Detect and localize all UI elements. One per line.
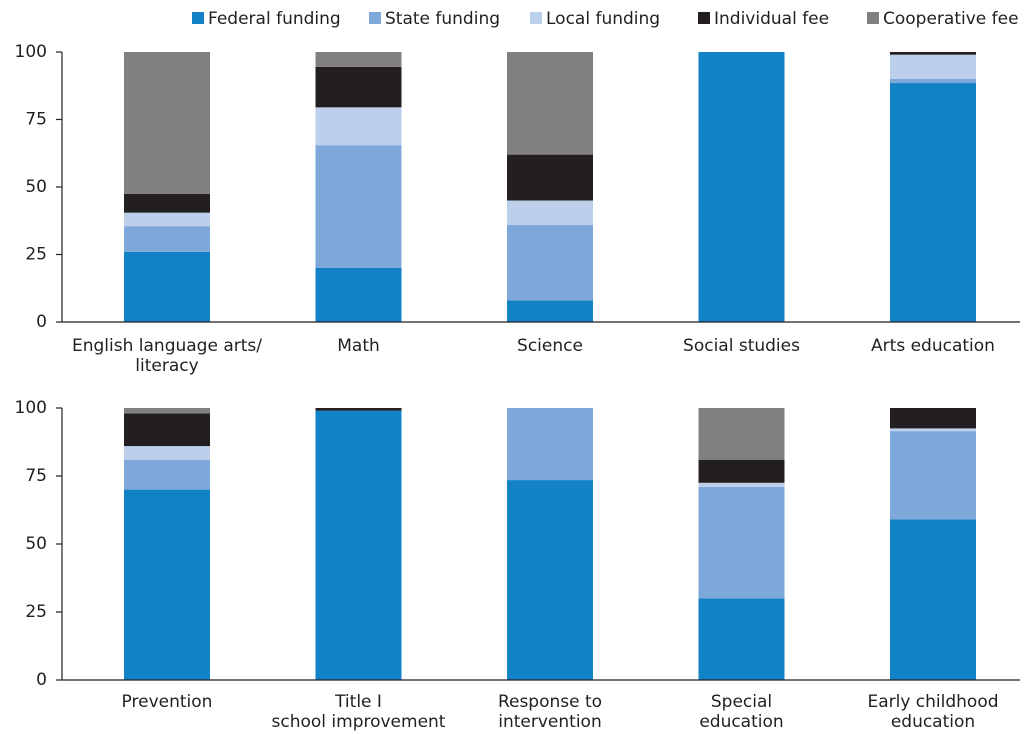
- x-tick-label: education: [891, 712, 975, 732]
- y-tick-label: 75: [25, 110, 47, 130]
- x-tick-label: Special: [711, 692, 772, 712]
- bar-segment: [507, 300, 593, 322]
- bar-segment: [124, 212, 210, 227]
- x-tick-label: English language arts/: [72, 336, 262, 356]
- bar-segment: [890, 519, 976, 680]
- bar-segment: [124, 413, 210, 447]
- bar-segment: [315, 52, 402, 67]
- bar-segment: [890, 54, 976, 79]
- x-tick-label: Early childhood: [867, 692, 998, 712]
- bar-segment: [315, 410, 402, 680]
- y-tick-label: 25: [25, 602, 47, 622]
- bar-segment: [507, 52, 593, 155]
- y-tick-label: 25: [25, 245, 47, 265]
- legend-label: Local funding: [546, 9, 660, 29]
- bar-segment: [124, 251, 210, 322]
- legend-swatch: [867, 12, 879, 24]
- x-tick-label: Science: [517, 336, 583, 356]
- x-tick-label: literacy: [135, 356, 198, 376]
- legend-swatch: [530, 12, 542, 24]
- y-tick-label: 0: [36, 670, 47, 690]
- bar-segment: [698, 486, 785, 599]
- y-tick-label: 0: [36, 312, 47, 332]
- bar-segment: [698, 598, 785, 680]
- y-tick-label: 50: [25, 177, 47, 197]
- y-tick-label: 100: [15, 42, 47, 62]
- bar-segment: [315, 66, 402, 108]
- x-tick-label: Response to: [498, 692, 602, 712]
- legend-swatch: [698, 12, 710, 24]
- legend-label: Individual fee: [714, 9, 829, 29]
- bar-segment: [124, 226, 210, 252]
- y-tick-label: 50: [25, 534, 47, 554]
- bar-segment: [507, 480, 593, 680]
- bar-segment: [698, 459, 785, 483]
- bar-segment: [890, 52, 976, 55]
- legend-swatch: [192, 12, 204, 24]
- x-tick-label: Math: [337, 336, 380, 356]
- bar-segment: [507, 154, 593, 201]
- y-tick-label: 100: [15, 398, 47, 418]
- bar-segment: [890, 79, 976, 84]
- bar-segment: [698, 52, 785, 322]
- x-tick-label: intervention: [498, 712, 601, 732]
- legend-label: Federal funding: [208, 9, 341, 29]
- bar-segment: [124, 193, 210, 213]
- y-tick-label: 75: [25, 466, 47, 486]
- x-tick-label: Prevention: [122, 692, 213, 712]
- bar-segment: [315, 408, 402, 411]
- x-tick-label: education: [699, 712, 783, 732]
- x-tick-label: Social studies: [683, 336, 800, 356]
- bar-segment: [507, 224, 593, 301]
- bar-segment: [890, 431, 976, 520]
- x-tick-label: school improvement: [272, 712, 446, 732]
- bar-segment: [124, 446, 210, 460]
- legend-label: State funding: [385, 9, 500, 29]
- bar-segment: [890, 83, 976, 322]
- bar-segment: [124, 489, 210, 680]
- bar-segment: [507, 200, 593, 225]
- bar-segment: [507, 408, 593, 481]
- x-tick-label: Title I: [334, 692, 382, 712]
- bar-segment: [890, 428, 976, 432]
- bar-segment: [124, 459, 210, 490]
- bar-segment: [124, 52, 210, 194]
- bar-segment: [698, 408, 785, 460]
- x-tick-label: Arts education: [871, 336, 995, 356]
- bar-segment: [890, 408, 976, 429]
- bar-segment: [315, 268, 402, 322]
- legend-label: Cooperative fee: [883, 9, 1019, 29]
- legend-swatch: [369, 12, 381, 24]
- bar-segment: [315, 107, 402, 146]
- bar-segment: [124, 408, 210, 414]
- bar-segment: [698, 482, 785, 487]
- bar-segment: [315, 145, 402, 268]
